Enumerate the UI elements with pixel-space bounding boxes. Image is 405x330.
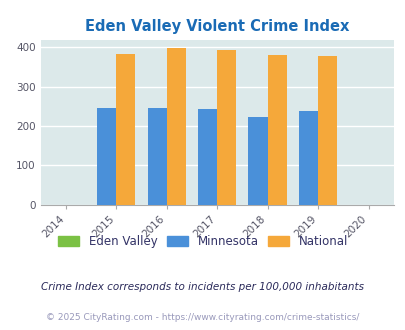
- Bar: [166, 48, 185, 205]
- Bar: [97, 108, 116, 205]
- Text: Crime Index corresponds to incidents per 100,000 inhabitants: Crime Index corresponds to incidents per…: [41, 282, 364, 292]
- Title: Eden Valley Violent Crime Index: Eden Valley Violent Crime Index: [85, 19, 349, 34]
- Bar: [147, 108, 166, 205]
- Bar: [298, 111, 318, 205]
- Bar: [267, 54, 286, 205]
- Legend: Eden Valley, Minnesota, National: Eden Valley, Minnesota, National: [54, 231, 351, 251]
- Bar: [217, 50, 236, 205]
- Text: © 2025 CityRating.com - https://www.cityrating.com/crime-statistics/: © 2025 CityRating.com - https://www.city…: [46, 313, 359, 322]
- Bar: [198, 109, 217, 205]
- Bar: [116, 54, 135, 205]
- Bar: [318, 56, 337, 205]
- Bar: [248, 117, 267, 205]
